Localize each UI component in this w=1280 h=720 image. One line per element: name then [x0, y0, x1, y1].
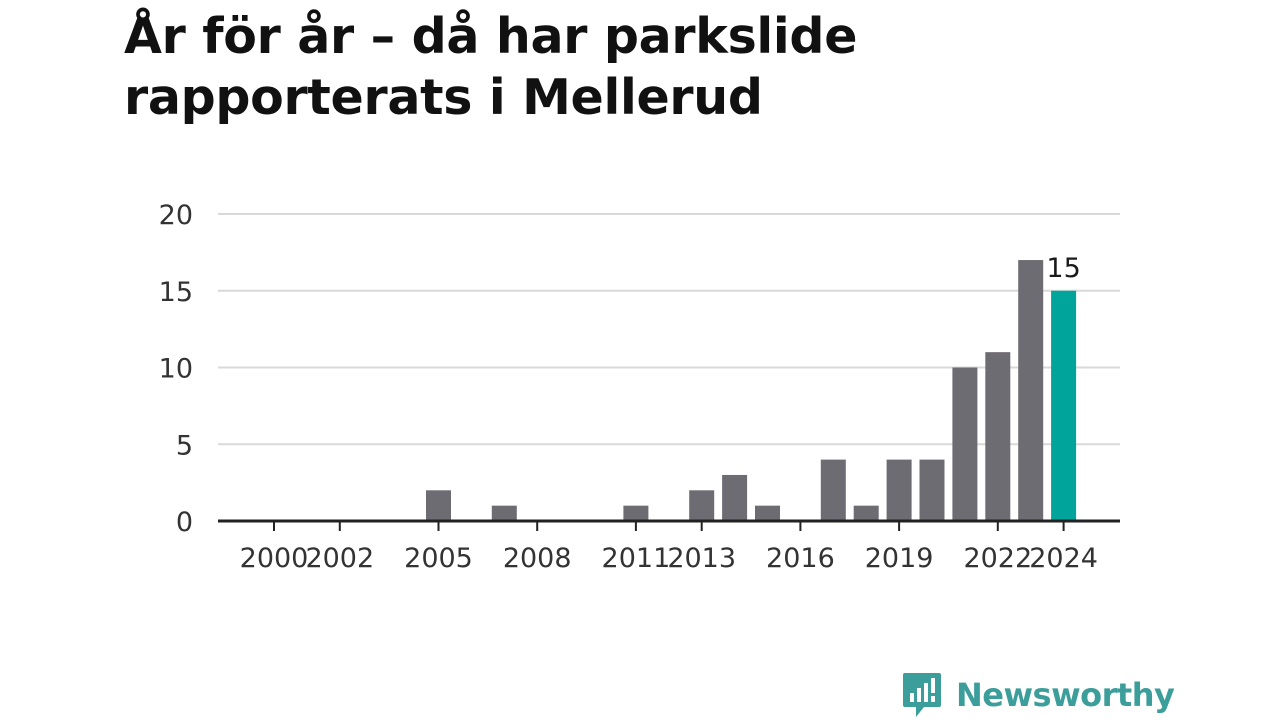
x-tick-label: 2019	[865, 543, 934, 574]
bar-highlight	[1051, 290, 1077, 521]
x-tick-label: 2011	[602, 543, 671, 574]
newsworthy-logo-icon	[903, 673, 941, 717]
y-tick-label: 0	[176, 507, 193, 538]
bar	[886, 459, 912, 521]
bar	[919, 459, 945, 521]
bar	[755, 505, 780, 521]
brand-name: Newsworthy	[956, 676, 1175, 714]
bar	[722, 474, 748, 521]
x-tick-label: 2016	[766, 543, 835, 574]
bar	[623, 505, 649, 521]
bar	[491, 505, 517, 521]
bar	[853, 505, 879, 521]
data-label-highlight: 15	[1046, 253, 1080, 284]
bar	[1018, 260, 1044, 521]
bars	[426, 260, 1077, 521]
gridlines	[218, 213, 1120, 446]
newsworthy-brand: Newsworthy	[902, 670, 1175, 720]
bar	[985, 352, 1011, 521]
data-labels: 15	[1046, 253, 1080, 284]
bar	[820, 459, 846, 521]
x-tick-label: 2022	[963, 543, 1032, 574]
y-tick-label: 20	[159, 200, 193, 231]
y-tick-label: 15	[159, 277, 193, 308]
x-tick-label: 2002	[305, 543, 374, 574]
y-axis-labels: 0 5 10 15 20	[159, 200, 193, 538]
x-tick-label: 2000	[240, 543, 309, 574]
bar	[952, 367, 978, 521]
bar	[689, 490, 715, 521]
x-tick-label: 2005	[404, 543, 473, 574]
x-tick-label: 2013	[667, 543, 736, 574]
y-tick-label: 5	[176, 430, 193, 461]
bar	[426, 490, 451, 521]
x-tick-label: 2024	[1029, 543, 1098, 574]
chart-title: År för år – då har parkslide rapporterat…	[124, 8, 858, 126]
y-tick-label: 10	[159, 354, 193, 385]
x-tick-label: 2008	[503, 543, 572, 574]
